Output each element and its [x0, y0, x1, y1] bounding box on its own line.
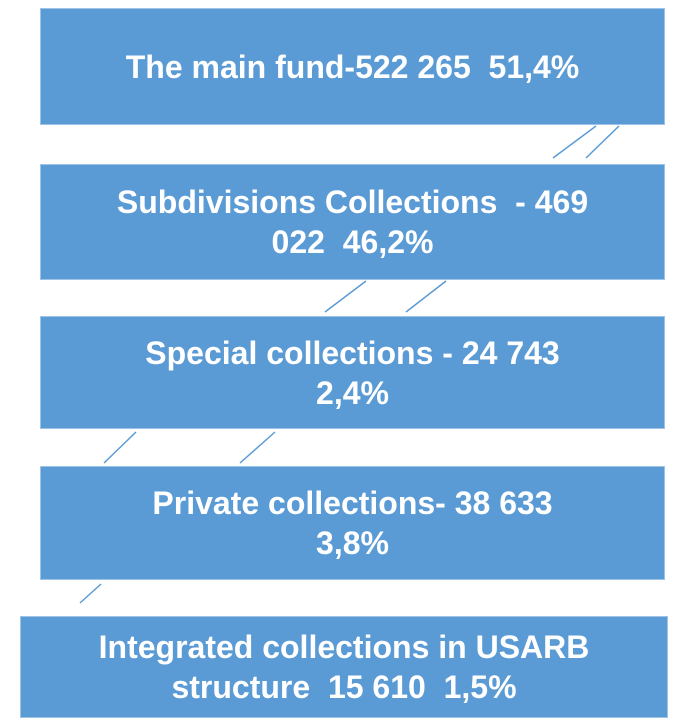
- node-label: Subdivisions Collections - 469: [116, 184, 589, 220]
- connector-line: [324, 280, 367, 313]
- connector-line: [103, 431, 137, 464]
- node-label: Private collections- 38 633: [152, 485, 553, 521]
- node-box: Special collections - 24 743 2,4%: [40, 316, 665, 429]
- connector-line: [405, 280, 447, 313]
- node-label: Integrated collections in USARB: [98, 629, 590, 665]
- connector-line: [585, 125, 620, 159]
- node-label: The main fund-522 265 51,4%: [125, 48, 580, 85]
- connector-line: [552, 125, 597, 159]
- node-box: Private collections- 38 633 3,8%: [40, 466, 665, 580]
- node-box: Integrated collections in USARB structur…: [20, 616, 668, 718]
- node-label: 3,8%: [316, 525, 389, 561]
- node-box: The main fund-522 265 51,4%: [40, 8, 665, 125]
- node-label: Special collections - 24 743: [145, 334, 560, 371]
- node-label: 2,4%: [316, 374, 389, 411]
- connector-line: [79, 583, 102, 604]
- node-box: Subdivisions Collections - 469 022 46,2%: [40, 164, 665, 280]
- connector-line: [239, 431, 276, 464]
- node-label: 022 46,2%: [271, 224, 434, 260]
- node-label: structure 15 610 1,5%: [171, 669, 517, 705]
